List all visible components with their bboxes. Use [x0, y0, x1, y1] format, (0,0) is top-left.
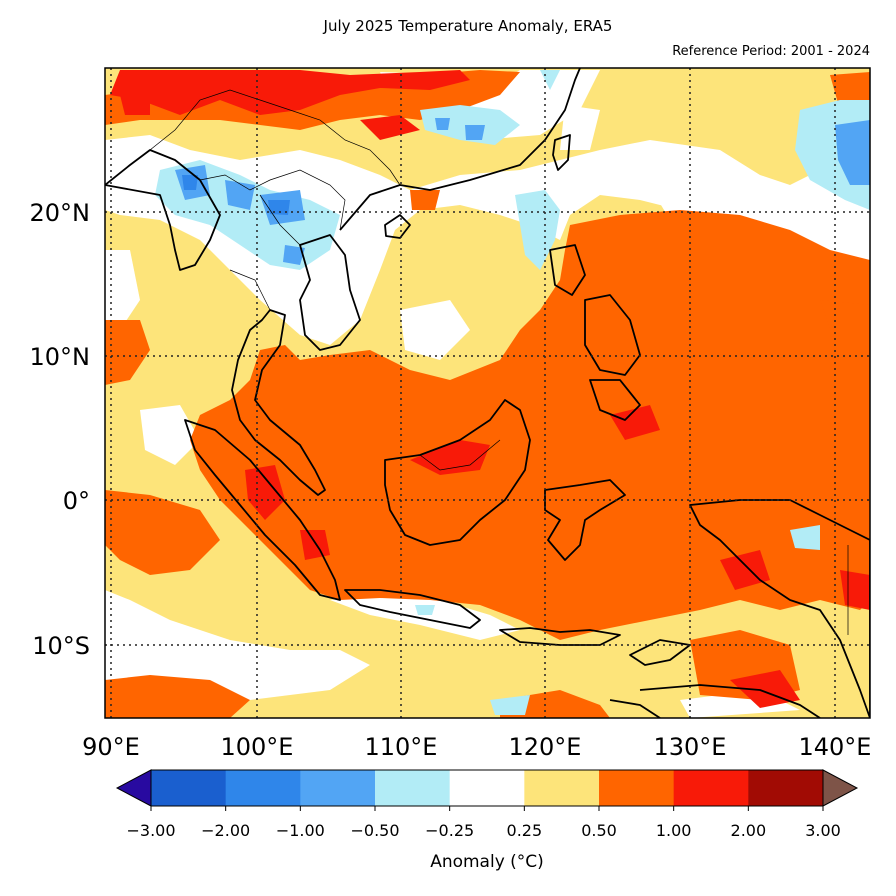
lon-tick-label: 120°E: [509, 733, 582, 761]
colorbar-tick-label: 0.25: [507, 821, 543, 840]
latitude-tick-labels: 20°N 10°N 0° 10°S: [30, 199, 91, 660]
colorbar-over-arrow: [822, 769, 859, 807]
colorbar-label: Anomaly (°C): [430, 852, 544, 872]
colorbar-tick-label: 0.50: [581, 821, 617, 840]
lon-tick-label: 110°E: [365, 733, 438, 761]
colorbar-under-arrow: [115, 769, 152, 807]
colorbar-tick-label: −1.00: [276, 821, 325, 840]
lat-tick-label: 0°: [63, 487, 90, 515]
colorbar-tick-label: −0.50: [350, 821, 399, 840]
country-borders: [149, 89, 849, 635]
anomaly-field: [105, 68, 870, 718]
lat-tick-label: 10°S: [32, 632, 90, 660]
colorbar-swatch: [748, 770, 824, 806]
colorbar-swatch: [225, 770, 301, 806]
lon-tick-label: 100°E: [221, 733, 294, 761]
colorbar-tick-label: −3.00: [126, 821, 175, 840]
lon-tick-label: 140°E: [799, 733, 872, 761]
colorbar-swatch: [673, 770, 749, 806]
colorbar: −3.00 −2.00 −1.00 −0.50 −0.25 0.25 0.50 1.00 2.0…: [115, 769, 859, 840]
lon-tick-label: 130°E: [654, 733, 727, 761]
colorbar-swatch: [151, 770, 227, 806]
map-frame: [104, 67, 871, 719]
colorbar-swatch: [300, 770, 376, 806]
lat-tick-label: 10°N: [30, 343, 91, 371]
colorbar-swatch: [599, 770, 675, 806]
anomaly-warm-regions: [105, 70, 870, 718]
colorbar-swatch: [375, 770, 451, 806]
colorbar-tick-label: 3.00: [805, 821, 841, 840]
lon-tick-label: 90°E: [82, 733, 140, 761]
colorbar-frame: [150, 769, 824, 807]
colorbar-tick-label: −0.25: [425, 821, 474, 840]
reference-period-label: Reference Period: 2001 - 2024: [672, 44, 870, 59]
longitude-tick-labels: 90°E 100°E 110°E 120°E 130°E 140°E: [82, 733, 871, 761]
lat-tick-label: 20°N: [30, 199, 91, 227]
anomaly-hot-regions: [110, 70, 870, 708]
colorbar-tick-label: 1.00: [656, 821, 692, 840]
colorbar-tick-label: −2.00: [201, 821, 250, 840]
map-title: July 2025 Temperature Anomaly, ERA5: [323, 17, 613, 35]
colorbar-swatch: [524, 770, 600, 806]
colorbar-swatch: [449, 770, 525, 806]
gridlines: [105, 68, 870, 718]
colorbar-tick-label: 2.00: [731, 821, 767, 840]
